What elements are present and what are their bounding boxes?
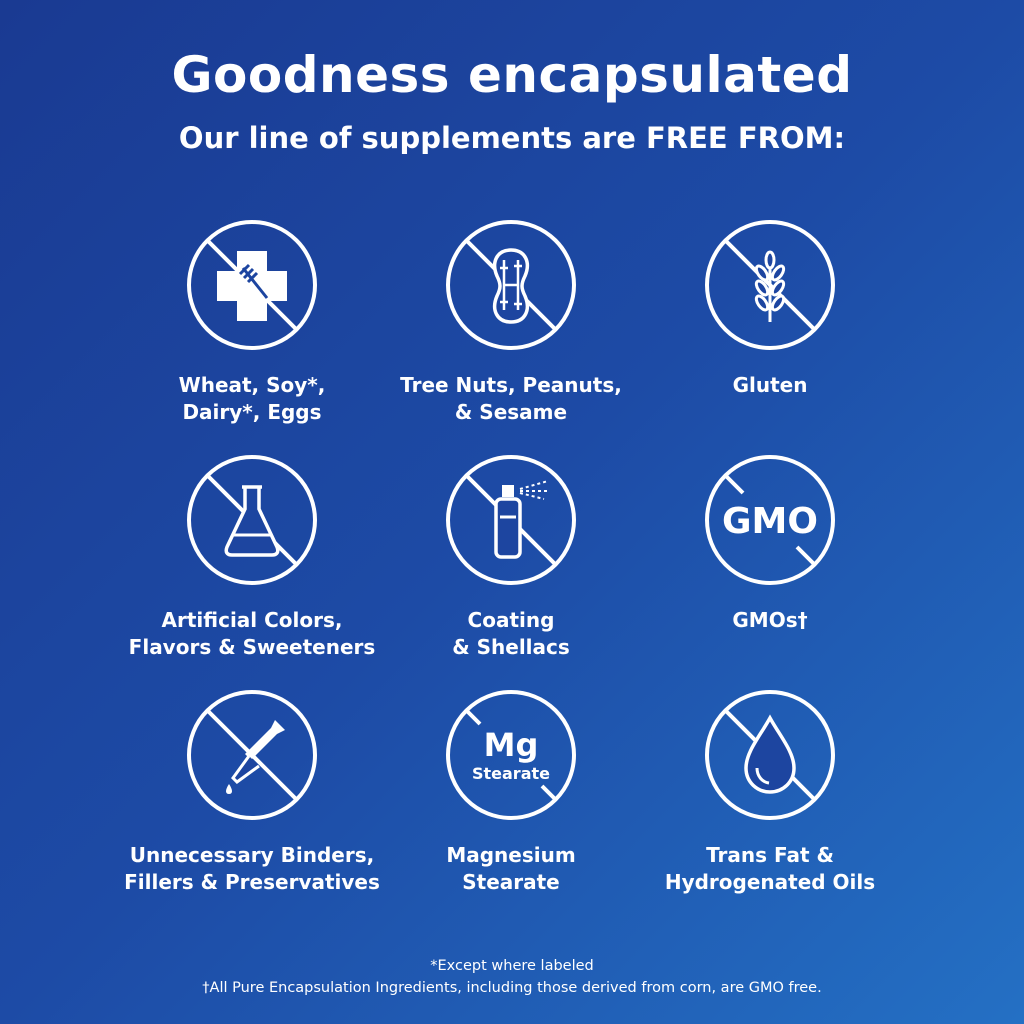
free-from-item-binders: Unnecessary Binders, Fillers & Preservati…: [102, 688, 402, 896]
no-wheat-icon: [705, 220, 835, 350]
no-dropper-icon: [187, 690, 317, 820]
item-label-line: & Sesame: [454, 400, 568, 424]
no-flask-icon: [187, 455, 317, 585]
no-oil-drop-icon: [705, 690, 835, 820]
free-from-item-gmo: GMO GMOs†: [620, 453, 920, 634]
item-label-line: Artificial Colors,: [161, 608, 343, 632]
no-gmo-icon: GMO: [705, 455, 835, 585]
stearate-icon-text: Stearate: [472, 764, 550, 783]
item-label-line: Stearate: [462, 870, 560, 894]
item-label-line: Gluten: [732, 373, 808, 397]
item-label-line: GMOs†: [732, 608, 808, 632]
page-title: Goodness encapsulated: [171, 46, 853, 104]
item-label-line: Trans Fat &: [706, 843, 834, 867]
item-label-line: & Shellacs: [452, 635, 570, 659]
no-allergen-icon: [187, 220, 317, 350]
item-label-line: Dairy*, Eggs: [182, 400, 322, 424]
item-label-line: Flavors & Sweeteners: [128, 635, 376, 659]
footnotes: *Except where labeled †All Pure Encapsul…: [0, 955, 1024, 999]
item-label-line: Wheat, Soy*,: [178, 373, 326, 397]
free-from-item-gluten: Gluten: [620, 218, 920, 399]
free-from-item-artificial: Artificial Colors, Flavors & Sweeteners: [102, 453, 402, 661]
gmo-icon-text: GMO: [722, 501, 818, 542]
mg-icon-text: Mg: [484, 726, 539, 764]
item-label-line: Magnesium: [446, 843, 576, 867]
free-from-item-mg-stearate: Mg Stearate Magnesium Stearate: [361, 688, 661, 896]
no-peanut-icon: [446, 220, 576, 350]
free-from-item-nuts: Tree Nuts, Peanuts, & Sesame: [361, 218, 661, 426]
free-from-item-coating: Coating & Shellacs: [361, 453, 661, 661]
free-from-item-trans-fat: Trans Fat & Hydrogenated Oils: [620, 688, 920, 896]
item-label-line: Unnecessary Binders,: [129, 843, 375, 867]
no-mg-stearate-icon: Mg Stearate: [446, 690, 576, 820]
item-label-line: Coating: [467, 608, 555, 632]
item-label-line: Hydrogenated Oils: [664, 870, 876, 894]
item-label-line: Tree Nuts, Peanuts,: [400, 373, 622, 397]
item-label-line: Fillers & Preservatives: [124, 870, 380, 894]
no-spray-icon: [446, 455, 576, 585]
free-from-item-allergens: Wheat, Soy*, Dairy*, Eggs: [102, 218, 402, 426]
footnote-gmo: †All Pure Encapsulation Ingredients, inc…: [202, 980, 822, 996]
footnote-except: *Except where labeled: [430, 958, 594, 974]
page-subtitle: Our line of supplements are FREE FROM:: [178, 121, 846, 155]
